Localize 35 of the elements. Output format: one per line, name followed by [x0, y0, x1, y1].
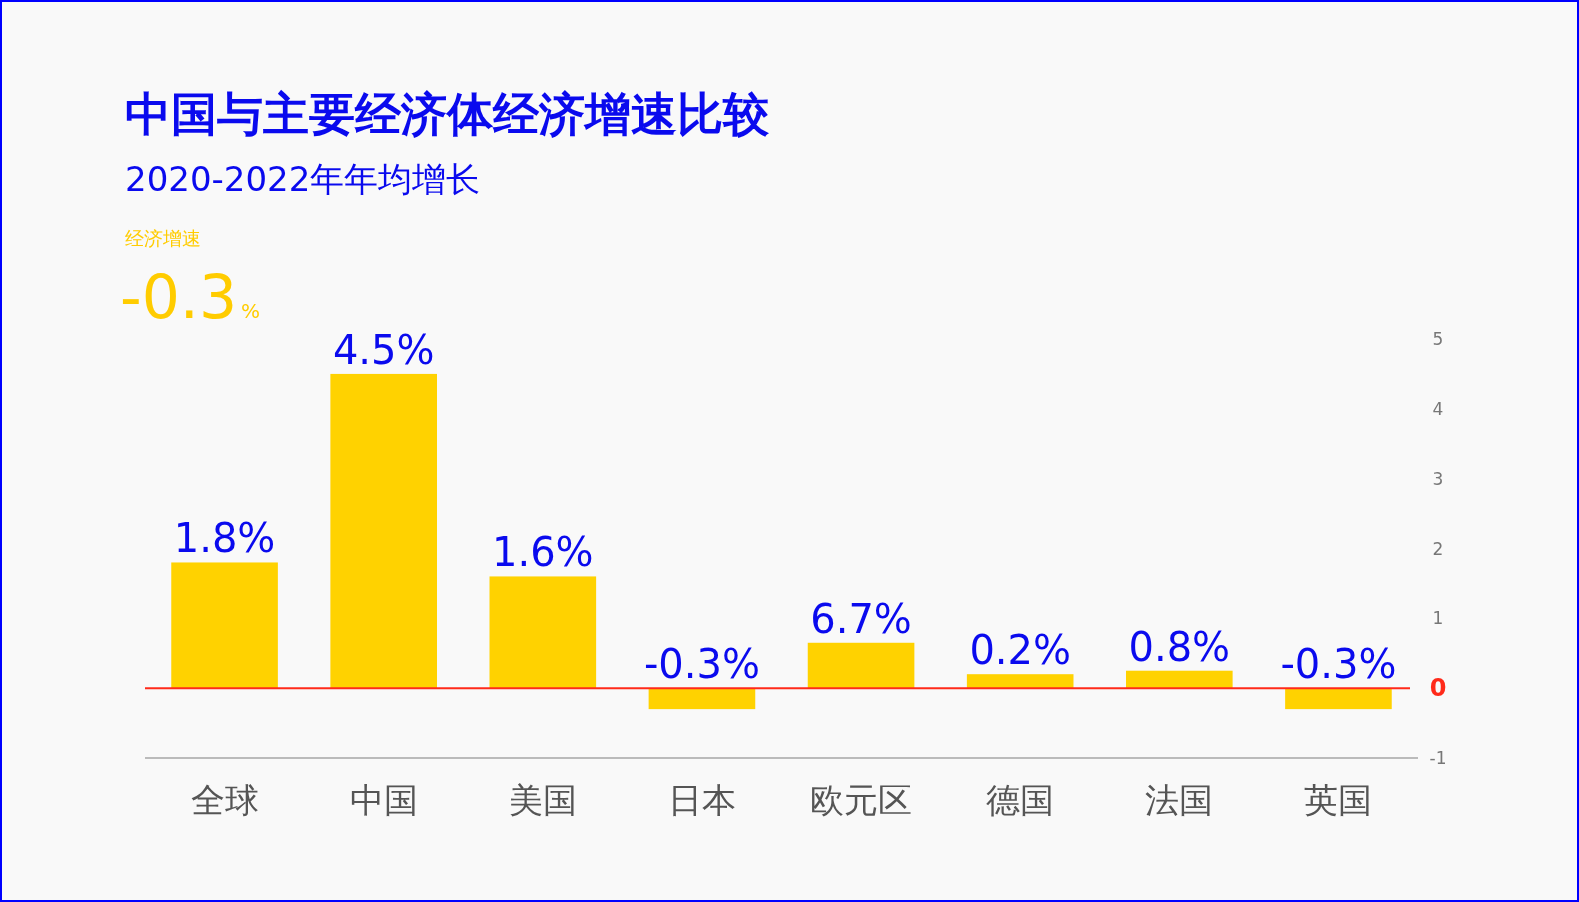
bar: [171, 562, 278, 689]
y-tick-label: 0: [1429, 674, 1447, 703]
bar: [330, 373, 437, 689]
data-label: -0.3%: [1280, 641, 1397, 688]
data-label: 1.8%: [173, 515, 276, 562]
data-label: 4.5%: [332, 326, 435, 373]
bar: [648, 688, 756, 710]
chart-title: 中国与主要经济体经济增速比较: [125, 87, 770, 141]
x-tick-label: 全球: [190, 780, 259, 820]
bar: [489, 576, 597, 689]
text: 经济增速: [125, 227, 201, 249]
y-tick-label: 4: [1432, 398, 1444, 419]
data-label: -0.3%: [643, 641, 760, 688]
y-tick-label: 5: [1432, 329, 1444, 349]
bar: [807, 642, 915, 689]
data-label: 0.2%: [969, 627, 1071, 674]
text: -0.3%: [120, 262, 261, 332]
annotation: 0.8%: [1128, 623, 1231, 670]
x-tick-label: 德国: [986, 780, 1055, 820]
bar: [966, 674, 1074, 689]
annotation: 6.7%: [810, 595, 912, 642]
y-tick-label: 3: [1432, 468, 1444, 489]
y-tick-label: 2: [1432, 538, 1444, 559]
y-tick-label: -1: [1429, 748, 1447, 768]
bar: [1285, 688, 1392, 710]
chart-subtitle: 2020-2022年年均增长: [125, 159, 481, 199]
x-tick-label: 英国: [1304, 780, 1373, 820]
bar: [1126, 670, 1233, 689]
y-tick-label: 1: [1432, 608, 1444, 629]
x-tick-label: 欧元区: [810, 780, 913, 820]
data-label: 1.6%: [492, 529, 594, 576]
x-tick-label: 法国: [1145, 780, 1214, 820]
x-tick-label: 中国: [349, 780, 418, 820]
x-tick-label: 日本: [667, 780, 736, 820]
x-tick-label: 美国: [508, 780, 577, 820]
